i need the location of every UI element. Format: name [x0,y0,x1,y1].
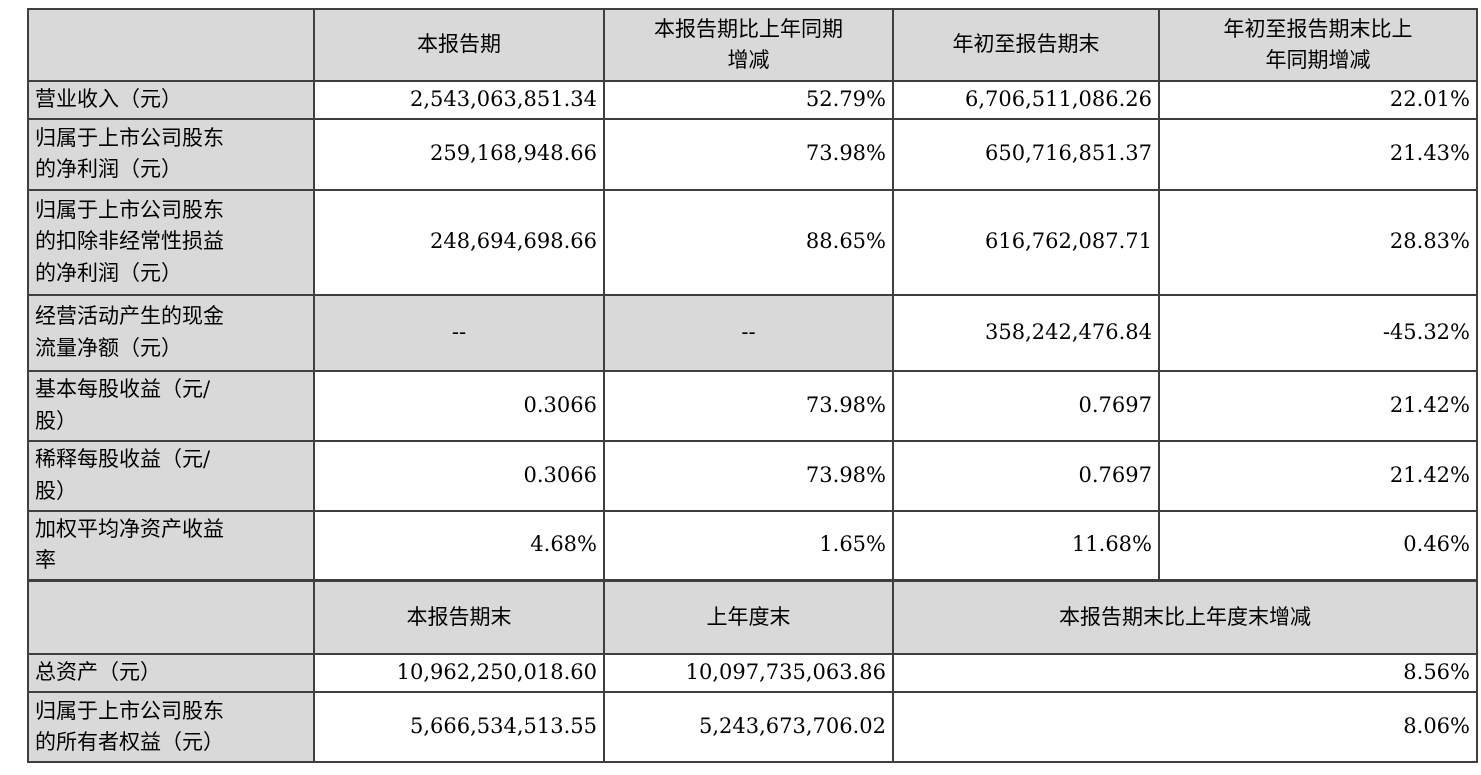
cell-current-period-empty: -- [313,293,605,372]
row-label: 归属于上市公司股东 的净利润（元） [27,117,315,191]
table-row-revenue: 营业收入（元） 2,543,063,851.34 52.79% 6,706,51… [27,80,1478,120]
row-label: 营业收入（元） [27,80,315,120]
cell-ytd-yoy-change: 22.01% [1158,80,1478,120]
cell-year-to-date: 6,706,511,086.26 [892,80,1160,120]
cell-year-to-date: 0.7697 [892,369,1160,442]
cell-prior-year-end: 10,097,735,063.86 [603,653,894,693]
table-row-diluted-eps: 稀释每股收益（元/ 股） 0.3066 73.98% 0.7697 21.42% [27,439,1478,512]
cell-ytd-yoy-change: 28.83% [1158,188,1478,296]
cell-yoy-change: 73.98% [603,439,894,512]
cell-current-period: 4.68% [313,509,605,581]
cell-yoy-change: 73.98% [603,117,894,191]
table-row-net-profit-excl-nonrecurring: 归属于上市公司股东 的扣除非经常性损益 的净利润（元） 248,694,698.… [27,188,1478,296]
corner-cell [27,8,315,82]
header-row-period-end: 本报告期末 上年度末 本报告期末比上年度末增减 [27,578,1478,655]
cell-yoy-change: 88.65% [603,188,894,296]
row-label: 经营活动产生的现金 流量净额（元） [27,293,315,372]
cell-current-period: 2,543,063,851.34 [313,80,605,120]
cell-year-to-date: 616,762,087.71 [892,188,1160,296]
row-label: 归属于上市公司股东 的扣除非经常性损益 的净利润（元） [27,188,315,296]
cell-current-period: 0.3066 [313,369,605,442]
table-row-total-assets: 总资产（元） 10,962,250,018.60 10,097,735,063.… [27,653,1478,693]
cell-current-period: 0.3066 [313,439,605,512]
table-row-basic-eps: 基本每股收益（元/ 股） 0.3066 73.98% 0.7697 21.42% [27,369,1478,442]
cell-ytd-yoy-change: 21.42% [1158,439,1478,512]
col-header-period-end-change: 本报告期末比上年度末增减 [892,578,1478,655]
cell-period-end: 5,666,534,513.55 [313,691,605,763]
table-row-net-profit: 归属于上市公司股东 的净利润（元） 259,168,948.66 73.98% … [27,117,1478,191]
cell-ytd-yoy-change: 21.43% [1158,117,1478,191]
cell-year-to-date: 358,242,476.84 [892,293,1160,372]
cell-ytd-yoy-change: -45.32% [1158,293,1478,372]
col-header-period-end: 本报告期末 [313,578,605,655]
row-label: 稀释每股收益（元/ 股） [27,439,315,512]
cell-yoy-change: 1.65% [603,509,894,581]
cell-yoy-change: 73.98% [603,369,894,442]
financial-summary-table: 本报告期 本报告期比上年同期 增减 年初至报告期末 年初至报告期末比上 年同期增… [27,8,1478,763]
table-row-operating-cash-flow: 经营活动产生的现金 流量净额（元） -- -- 358,242,476.84 -… [27,293,1478,372]
cell-yoy-change-empty: -- [603,293,894,372]
cell-yoy-change: 52.79% [603,80,894,120]
row-label: 加权平均净资产收益 率 [27,509,315,581]
col-header-prior-year-end: 上年度末 [603,578,894,655]
cell-current-period: 259,168,948.66 [313,117,605,191]
cell-prior-year-end: 5,243,673,706.02 [603,691,894,763]
cell-ytd-yoy-change: 0.46% [1158,509,1478,581]
cell-period-end-change: 8.06% [892,691,1478,763]
row-label: 归属于上市公司股东 的所有者权益（元） [27,691,315,763]
cell-year-to-date: 650,716,851.37 [892,117,1160,191]
cell-ytd-yoy-change: 21.42% [1158,369,1478,442]
col-header-year-to-date-yoy: 年初至报告期末比上 年同期增减 [1158,8,1478,82]
cell-year-to-date: 0.7697 [892,439,1160,512]
col-header-current-period: 本报告期 [313,8,605,82]
table-row-owners-equity: 归属于上市公司股东 的所有者权益（元） 5,666,534,513.55 5,2… [27,691,1478,763]
cell-period-end: 10,962,250,018.60 [313,653,605,693]
cell-period-end-change: 8.56% [892,653,1478,693]
col-header-year-to-date: 年初至报告期末 [892,8,1160,82]
header-row-period: 本报告期 本报告期比上年同期 增减 年初至报告期末 年初至报告期末比上 年同期增… [27,8,1478,82]
cell-year-to-date: 11.68% [892,509,1160,581]
corner-cell-2 [27,578,315,655]
row-label: 总资产（元） [27,653,315,693]
cell-current-period: 248,694,698.66 [313,188,605,296]
row-label: 基本每股收益（元/ 股） [27,369,315,442]
col-header-current-period-yoy: 本报告期比上年同期 增减 [603,8,894,82]
table-row-weighted-avg-roe: 加权平均净资产收益 率 4.68% 1.65% 11.68% 0.46% [27,509,1478,581]
